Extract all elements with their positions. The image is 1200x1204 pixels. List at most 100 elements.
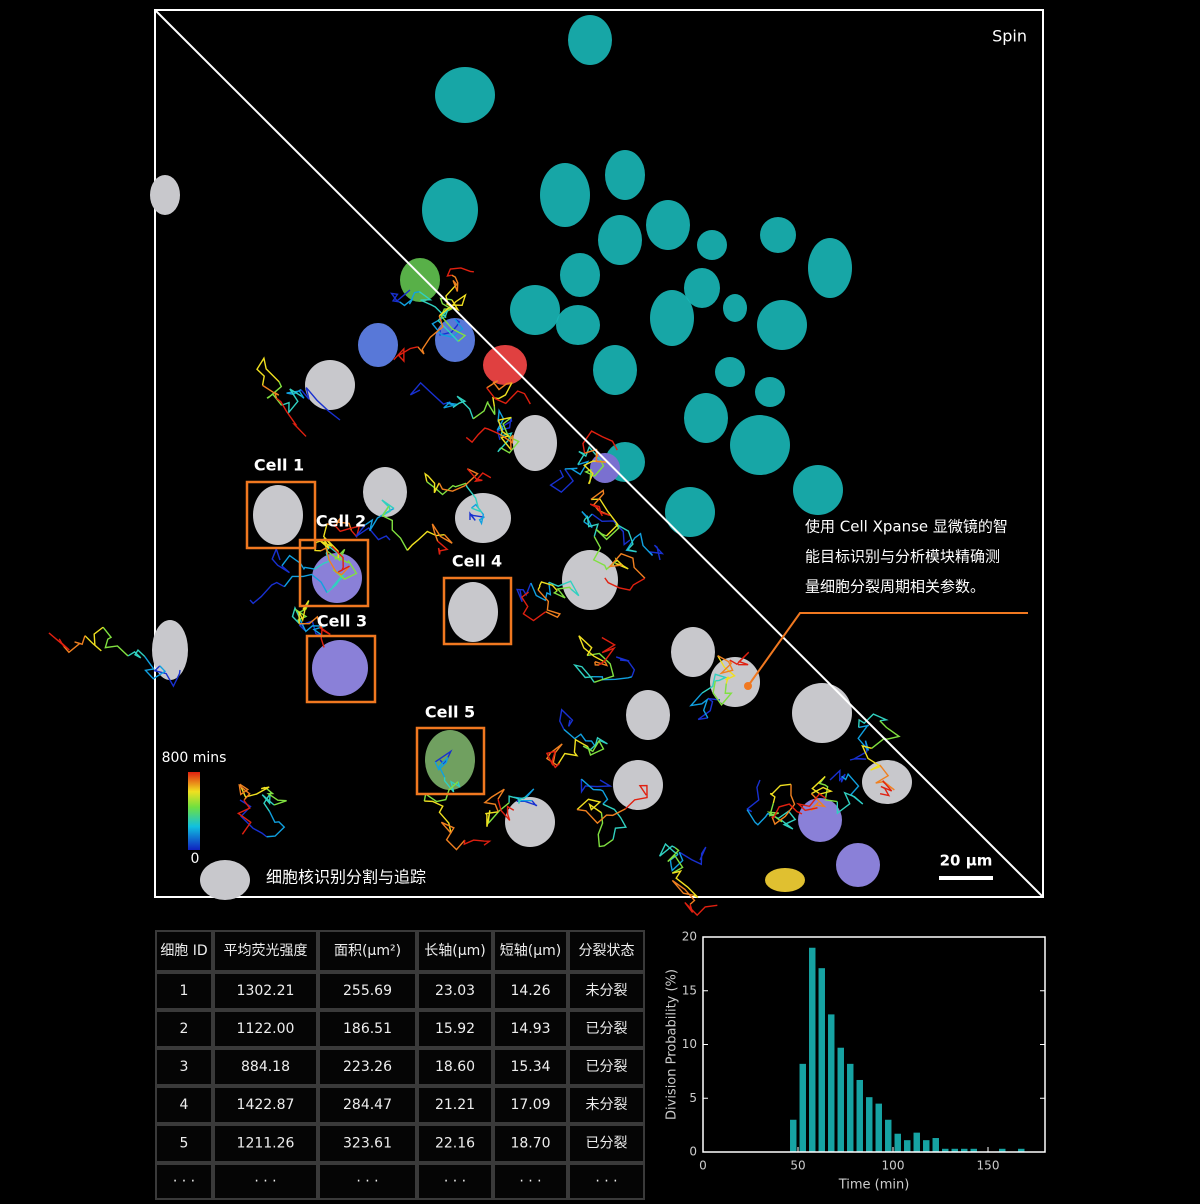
track: [236, 799, 252, 835]
track: [486, 380, 513, 391]
bar: [904, 1140, 911, 1152]
table-value: · · ·: [595, 1174, 617, 1190]
track: [594, 661, 609, 667]
bar: [799, 1063, 806, 1152]
track: [875, 764, 895, 791]
track: [417, 315, 444, 355]
bar: [1018, 1148, 1025, 1152]
table-value: 22.16: [435, 1136, 475, 1152]
table-cell: [417, 1048, 493, 1086]
caption: 细胞核识别分割与追踪: [266, 868, 426, 887]
table-value: 1302.21: [237, 983, 295, 999]
cyan-nucleus: [684, 393, 728, 443]
bar: [856, 1079, 863, 1152]
bar: [932, 1138, 939, 1152]
bar: [999, 1148, 1006, 1152]
track: [552, 586, 572, 599]
table-value: 2: [180, 1021, 189, 1037]
table-value: · · ·: [519, 1174, 541, 1190]
table-cell: [318, 1086, 417, 1124]
bar: [923, 1140, 930, 1152]
track: [602, 803, 628, 840]
track: [582, 430, 618, 454]
track: [440, 308, 467, 342]
track: [766, 802, 783, 823]
labeled-nucleus: [358, 323, 398, 367]
labeled-nucleus: [435, 318, 475, 362]
track: [264, 786, 287, 806]
track: [563, 728, 596, 747]
track: [318, 626, 331, 648]
pointer-dot: [744, 682, 752, 690]
gray-nucleus: [513, 415, 557, 471]
gray-nucleus: [710, 657, 760, 707]
track: [463, 839, 492, 846]
cyan-nucleus: [568, 15, 612, 65]
track: [548, 580, 580, 597]
track: [697, 697, 721, 721]
cyan-nucleus: [593, 345, 637, 395]
track: [513, 788, 535, 802]
cell-label: Cell 3: [317, 612, 367, 631]
table-cell: [155, 972, 213, 1010]
track: [144, 656, 167, 680]
labeled-nucleus: [836, 843, 880, 887]
track: [300, 387, 341, 421]
bar: [951, 1148, 958, 1152]
table-value: 1: [180, 983, 189, 999]
track: [276, 397, 307, 437]
table-cell: [213, 1124, 318, 1163]
track: [497, 416, 512, 451]
table-cell: [155, 1010, 213, 1048]
table-cell: [318, 1048, 417, 1086]
track: [589, 503, 611, 517]
track: [465, 427, 500, 444]
table-header: 细胞 ID: [160, 943, 207, 959]
track: [818, 776, 838, 803]
cell-box: [245, 480, 317, 550]
bar: [970, 1148, 977, 1152]
table-value: 186.51: [343, 1021, 392, 1037]
table-cell: [318, 1163, 417, 1200]
track: [496, 417, 513, 441]
cyan-nucleus: [540, 163, 590, 227]
plot-frame: [702, 936, 1046, 1153]
table-cell: [493, 930, 568, 972]
track: [239, 783, 270, 798]
table-cell: [155, 1086, 213, 1124]
cyan-nucleus: [760, 217, 796, 253]
track: [283, 573, 328, 593]
track: [583, 515, 599, 537]
table-cell: [493, 1010, 568, 1048]
table-value: 17.09: [510, 1097, 550, 1113]
table-cell: [417, 930, 493, 972]
track: [153, 665, 181, 688]
track: [127, 649, 146, 659]
gray-nucleus: [305, 360, 355, 410]
track: [486, 387, 531, 405]
table-header: 平均荧光强度: [224, 942, 308, 959]
table-value: 已分裂: [586, 1136, 628, 1152]
track: [608, 552, 646, 579]
annotation: 使用 Cell Xpanse 显微镜的智: [805, 518, 1008, 536]
table-header: 短轴(μm): [500, 943, 561, 959]
track: [672, 870, 699, 898]
track: [678, 846, 707, 866]
track: [530, 582, 552, 602]
track: [256, 356, 280, 386]
track: [409, 381, 451, 405]
cyan-nucleus: [793, 465, 843, 515]
track: [746, 779, 761, 813]
track: [615, 656, 636, 678]
track: [418, 291, 447, 319]
histogram: 0 50 100 150 0 5 10 15 20 Time (min) Division Prob…: [665, 930, 1046, 1193]
track: [281, 388, 302, 415]
track: [667, 847, 684, 874]
table-cell: [417, 972, 493, 1010]
cyan-nucleus: [422, 178, 478, 242]
cyan-nucleus: [808, 238, 852, 298]
labeled-nucleus: [425, 730, 475, 790]
annotation: 量细胞分裂周期相关参数。: [805, 578, 985, 596]
bar: [809, 947, 816, 1152]
pointer: [747, 612, 1028, 687]
